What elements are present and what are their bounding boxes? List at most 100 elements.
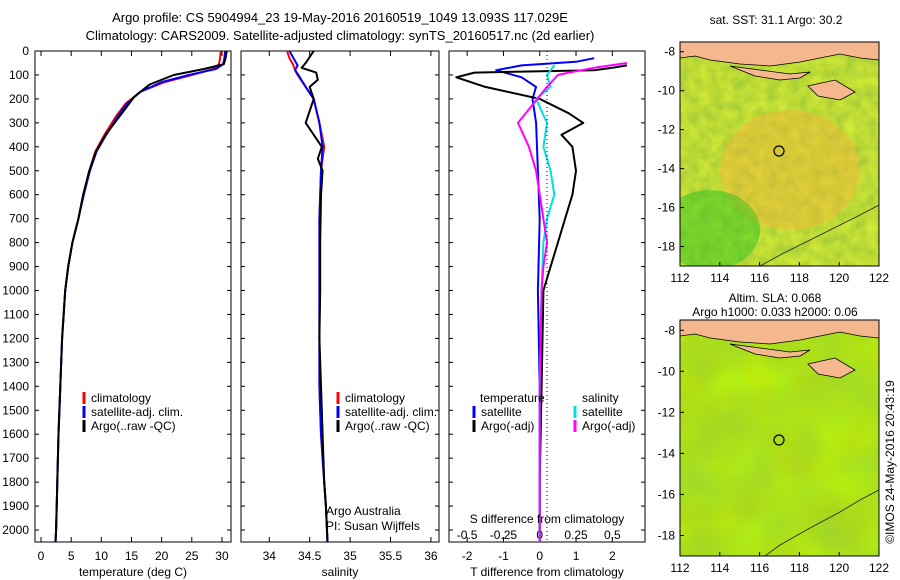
difference-x-axis: -2 -1 0 1 2-0.5 -0.25 0 0.25 0.5	[457, 51, 621, 563]
legend-label-temp-argo: Argo(-adj)	[481, 419, 534, 433]
depth-tick-label: 1100	[3, 307, 29, 321]
map-y-tick-label: -14	[658, 446, 676, 460]
map-x-tick-label: 118	[790, 271, 809, 285]
map-y-tick-label: -12	[658, 123, 676, 137]
depth-tick-label: 1300	[2, 355, 29, 369]
depth-tick-label: 700	[9, 212, 29, 226]
depth-tick-label: 1400	[2, 379, 29, 393]
x-tick-label: 1	[573, 549, 580, 563]
map-y-tick-label: -8	[664, 45, 675, 59]
x-tick-label: 10	[95, 549, 109, 563]
map-y-tick-label: -12	[658, 405, 676, 419]
sst-map-frame	[679, 41, 880, 267]
depth-tick-label: 1600	[2, 427, 29, 441]
sla-map-frame	[679, 319, 880, 557]
x-tick-label: 15	[125, 549, 139, 563]
x-tick-label: 35	[343, 549, 357, 563]
map-x-tick-label: 118	[790, 561, 809, 575]
salinity-series	[286, 51, 329, 542]
island-north	[729, 343, 811, 359]
depth-tick-label: 600	[9, 188, 29, 202]
x-tick-label: 0	[536, 549, 543, 563]
legend-title-salinity: salinity	[582, 391, 619, 405]
x-tick-label-top: -0.25	[490, 528, 518, 542]
sst-argo-position	[773, 145, 785, 157]
map-y-tick-label: -18	[658, 528, 676, 542]
x-tick-label: 34.5	[298, 549, 322, 563]
x-tick-label-top: 0.5	[604, 528, 621, 542]
series-line-argo-raw-qc-	[54, 51, 228, 542]
legend-label-satellite: satellite-adj. clim.	[345, 405, 437, 419]
difference-xlabel-top: S difference from climatology	[470, 512, 625, 526]
legend-label-sal-argo: Argo(-adj)	[582, 419, 635, 433]
map-x-tick-label: 112	[670, 271, 689, 285]
x-tick-label: -2	[462, 549, 473, 563]
depth-axis: 0 100 200 300 400 500 600 700 800 900 1000 1100 1200…	[2, 44, 645, 537]
depth-tick-label: 800	[9, 236, 29, 250]
depth-tick-label: 100	[9, 68, 29, 82]
x-tick-label: 30	[215, 549, 229, 563]
depth-tick-label: 2000	[2, 523, 29, 537]
x-tick-label-top: 0.25	[564, 528, 588, 542]
depth-tick-label: 400	[9, 140, 29, 154]
depth-tick-label: 1700	[2, 451, 29, 465]
island-sumba	[807, 79, 856, 101]
sst-warm-patch	[720, 110, 860, 230]
legend-label-climatology: climatology	[345, 391, 405, 405]
difference-series	[455, 57, 628, 542]
map-x-tick-label: 120	[829, 561, 849, 575]
sla-map-title-1: Altim. SLA: 0.068	[729, 291, 822, 305]
salinity-legend: climatology satellite-adj. clim. Argo(..…	[336, 391, 437, 433]
legend-label-argo: Argo(..raw -QC)	[91, 419, 176, 433]
x-tick-label: -1	[498, 549, 509, 563]
credit-text: ©IMOS 24-May-2016 20:43:19	[883, 380, 897, 544]
sst-cool-patch	[680, 190, 760, 266]
sla-map-title-2: Argo h1000: 0.033 h2000: 0.06	[692, 305, 858, 319]
series-line-salinity-argo-adj-	[517, 62, 628, 542]
sst-map-title: sat. SST: 31.1 Argo: 30.2	[710, 13, 843, 27]
map-x-tick-label: 116	[750, 271, 769, 285]
map-y-tick-label: -10	[658, 84, 676, 98]
map-x-tick-label: 122	[869, 271, 889, 285]
depth-tick-label: 0	[22, 44, 29, 58]
salinity-panel-frame	[240, 50, 440, 543]
temperature-legend: climatology satellite-adj. clim. Argo(..…	[82, 391, 183, 433]
shelf-contour	[759, 204, 879, 266]
salinity-xlabel: salinity	[322, 565, 359, 579]
depth-tick-label: 500	[9, 164, 29, 178]
temperature-xlabel: temperature (deg C)	[79, 565, 187, 579]
map-y-tick-label: -16	[658, 487, 676, 501]
map-y-tick-label: -8	[664, 323, 675, 337]
x-tick-label: 0	[38, 549, 45, 563]
map-x-tick-label: 122	[869, 561, 889, 575]
series-line-argo-raw-qc-	[300, 51, 329, 542]
depth-tick-label: 1800	[2, 475, 29, 489]
depth-tick-label: 300	[9, 116, 29, 130]
x-tick-label: 36	[424, 549, 438, 563]
sla-map-texture	[680, 320, 879, 556]
legend-label-climatology: climatology	[91, 391, 151, 405]
map-x-tick-label: 114	[710, 271, 729, 285]
map-x-tick-label: 120	[829, 271, 849, 285]
shelf-contour	[764, 489, 879, 556]
difference-xlabel: T difference from climatology	[470, 565, 624, 579]
series-line-satellite-adj-clim-	[288, 51, 329, 542]
depth-tick-label: 1000	[2, 284, 29, 298]
land-north	[680, 42, 879, 67]
map-x-tick-label: 114	[710, 561, 729, 575]
island-sumba	[807, 357, 856, 379]
sst-map-image	[680, 42, 879, 266]
institution-annotation: Argo Australia	[326, 504, 401, 518]
temperature-x-axis: 0 5 10 15 20 25 30	[38, 51, 229, 563]
depth-tick-label: 1900	[2, 499, 29, 513]
pi-annotation: PI: Susan Wijffels	[326, 519, 420, 533]
temperature-series	[54, 51, 228, 542]
x-tick-label: 20	[155, 549, 169, 563]
map-y-tick-label: -18	[658, 240, 676, 254]
legend-label-sal-satellite: satellite	[582, 405, 623, 419]
map-x-tick-label: 112	[670, 561, 689, 575]
series-line-satellite-adj-clim-	[54, 51, 226, 542]
map-x-tick-label: 116	[750, 561, 769, 575]
land-north	[680, 320, 879, 345]
